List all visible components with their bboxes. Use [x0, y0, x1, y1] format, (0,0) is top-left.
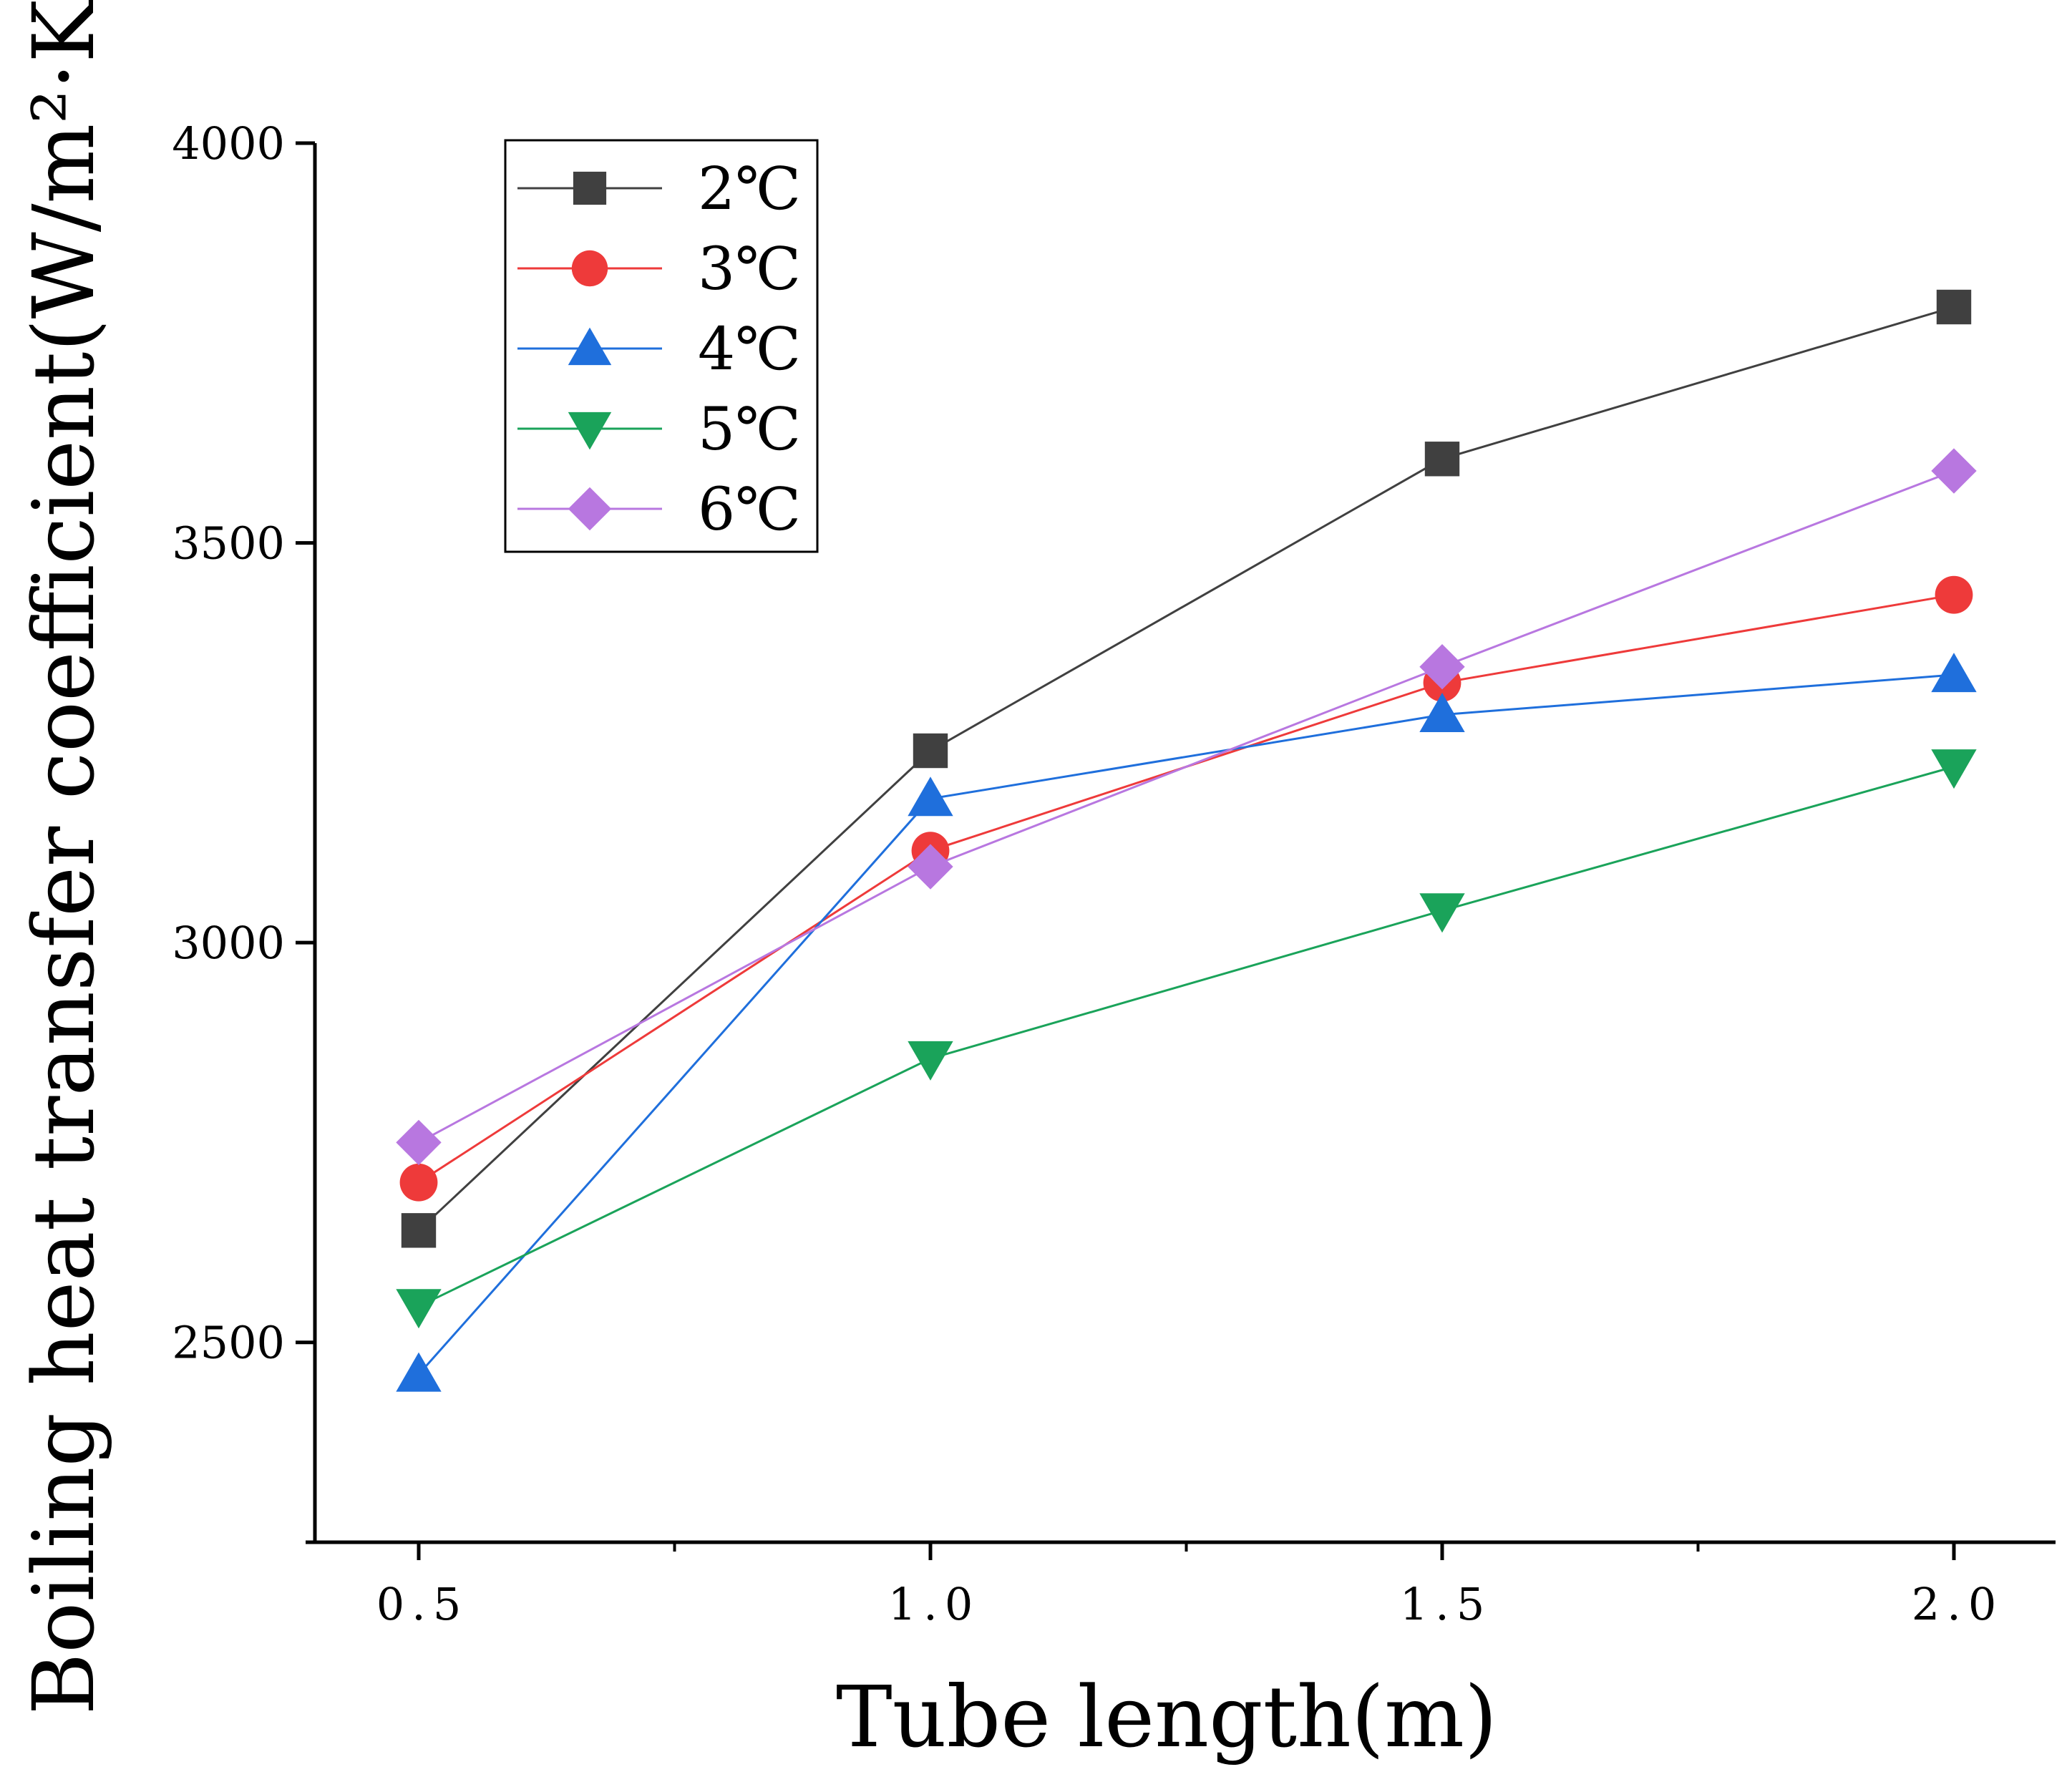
- data-point-marker: [913, 733, 948, 769]
- legend-entry: 3℃: [517, 235, 801, 303]
- legend-marker: [571, 250, 608, 287]
- data-point-marker: [1419, 692, 1465, 732]
- legend-label: 5℃: [698, 396, 801, 464]
- data-point-marker: [1419, 644, 1465, 690]
- x-tick-label: 1.0: [888, 1578, 981, 1630]
- legend-entry: 2℃: [517, 155, 801, 223]
- data-point-marker: [1419, 893, 1465, 933]
- x-tick-label: 2.0: [1912, 1578, 2004, 1630]
- series-3: [396, 653, 1977, 1392]
- legend-label: 2℃: [698, 155, 801, 223]
- data-point-marker: [908, 776, 953, 817]
- data-point-marker: [1936, 289, 1972, 325]
- y-axis-title: Boiling heat transfer coefficient(W/m²·K…: [14, 0, 113, 1715]
- data-point-marker: [1931, 653, 1977, 693]
- series-2: [399, 575, 1973, 1202]
- legend-box: [504, 139, 819, 553]
- legend-marker: [568, 487, 612, 531]
- y-tick-label: 3500: [172, 517, 285, 570]
- y-tick-label: 3000: [172, 917, 285, 969]
- x-ticks: 0.5 1.0 1.5 2.0: [376, 1542, 2004, 1630]
- axes: [306, 143, 2056, 1544]
- data-point-marker: [399, 1163, 438, 1202]
- data-point-marker: [908, 844, 953, 890]
- data-point-marker: [1931, 749, 1977, 789]
- y-tick-label: 2500: [172, 1317, 285, 1369]
- legend-entry: 5℃: [517, 396, 801, 464]
- y-ticks: 2500 3000 3500 4000: [172, 117, 315, 1369]
- legend-entry: 6℃: [517, 476, 801, 544]
- data-point-marker: [396, 1119, 442, 1166]
- legend-marker: [573, 171, 607, 205]
- series-line: [418, 469, 1955, 1144]
- data-point-marker: [1935, 575, 1973, 614]
- data-point-marker: [1424, 442, 1460, 477]
- legend-marker: [568, 412, 612, 450]
- x-tick-label: 0.5: [376, 1578, 469, 1630]
- legend-label: 4℃: [698, 316, 801, 384]
- series-group: [396, 289, 1977, 1392]
- data-point-marker: [401, 1213, 437, 1248]
- series-1: [401, 289, 1972, 1248]
- series-line: [418, 765, 1955, 1308]
- data-point-marker: [396, 1352, 442, 1392]
- series-5: [396, 448, 1977, 1166]
- y-tick-label: 4000: [172, 117, 285, 170]
- legend-entry: 4℃: [517, 316, 801, 384]
- x-tick-label: 1.5: [1400, 1578, 1492, 1630]
- data-point-marker: [908, 1041, 953, 1081]
- legend-label: 3℃: [698, 235, 801, 303]
- series-4: [396, 749, 1977, 1329]
- x-axis-title: Tube length(m): [836, 1667, 1497, 1766]
- legend-marker: [568, 327, 612, 366]
- data-point-marker: [1931, 448, 1977, 494]
- series-line: [417, 306, 1955, 1232]
- legend-label: 6℃: [698, 476, 801, 544]
- series-line: [418, 593, 1955, 1184]
- data-point-marker: [396, 1289, 442, 1329]
- legend: 2℃ 3℃ 4℃ 5℃ 6℃: [504, 139, 819, 553]
- series-line: [417, 673, 1955, 1375]
